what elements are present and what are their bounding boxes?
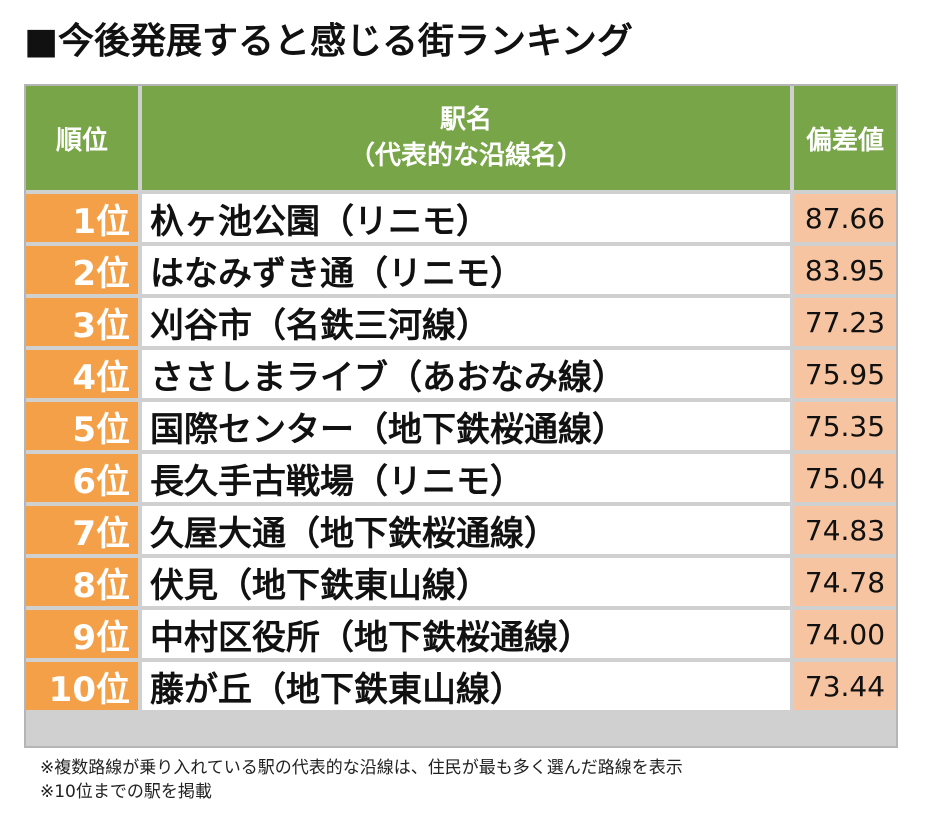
- station-name-cell: ささしまライブ（あおなみ線）: [142, 350, 790, 398]
- score-cell: 75.04: [794, 454, 896, 502]
- station-name-cell: 長久手古戦場（リニモ）: [142, 454, 790, 502]
- page-title: ■今後発展すると感じる街ランキング: [24, 21, 633, 62]
- footnote: ※複数路線が乗り入れている駅の代表的な沿線は、住民が最も多く選んだ路線を表示: [40, 758, 683, 778]
- station-name-cell: 中村区役所（地下鉄桜通線）: [142, 610, 790, 658]
- footnotes: ※複数路線が乗り入れている駅の代表的な沿線は、住民が最も多く選んだ路線を表示 ※…: [40, 756, 683, 804]
- score-cell: 75.95: [794, 350, 896, 398]
- score-cell: 74.00: [794, 610, 896, 658]
- rank-cell: 10位: [26, 662, 138, 710]
- ranking-table: 順位 駅名 （代表的な沿線名） 偏差値 1位 杁ヶ池公園（リニモ） 87.66 2位は…: [24, 84, 898, 748]
- rank-cell: 6位: [26, 454, 138, 502]
- header-station-label: 駅名: [439, 105, 492, 135]
- header-station-sublabel: （代表的な沿線名）: [348, 141, 583, 171]
- header-score: 偏差値: [794, 86, 896, 190]
- station-name-cell: 杁ヶ池公園（リニモ）: [142, 194, 790, 242]
- score-cell: 83.95: [794, 246, 896, 294]
- rank-cell: 1位: [26, 194, 138, 242]
- footnote: ※10位までの駅を掲載: [40, 782, 212, 802]
- score-cell: 77.23: [794, 298, 896, 346]
- station-name-cell: 藤が丘（地下鉄東山線）: [142, 662, 790, 710]
- station-name-cell: 国際センター（地下鉄桜通線）: [142, 402, 790, 450]
- station-name-cell: 刈谷市（名鉄三河線）: [142, 298, 790, 346]
- rank-cell: 2位: [26, 246, 138, 294]
- station-name-cell: 伏見（地下鉄東山線）: [142, 558, 790, 606]
- rank-cell: 8位: [26, 558, 138, 606]
- header-station: 駅名 （代表的な沿線名）: [142, 86, 790, 190]
- score-cell: 74.83: [794, 506, 896, 554]
- rank-cell: 5位: [26, 402, 138, 450]
- rank-cell: 7位: [26, 506, 138, 554]
- score-cell: 87.66: [794, 194, 896, 242]
- rank-cell: 4位: [26, 350, 138, 398]
- station-name-cell: はなみずき通（リニモ）: [142, 246, 790, 294]
- score-cell: 74.78: [794, 558, 896, 606]
- score-cell: 73.44: [794, 662, 896, 710]
- station-name-cell: 久屋大通（地下鉄桜通線）: [142, 506, 790, 554]
- rank-cell: 9位: [26, 610, 138, 658]
- rank-cell: 3位: [26, 298, 138, 346]
- score-cell: 75.35: [794, 402, 896, 450]
- header-rank: 順位: [26, 86, 138, 190]
